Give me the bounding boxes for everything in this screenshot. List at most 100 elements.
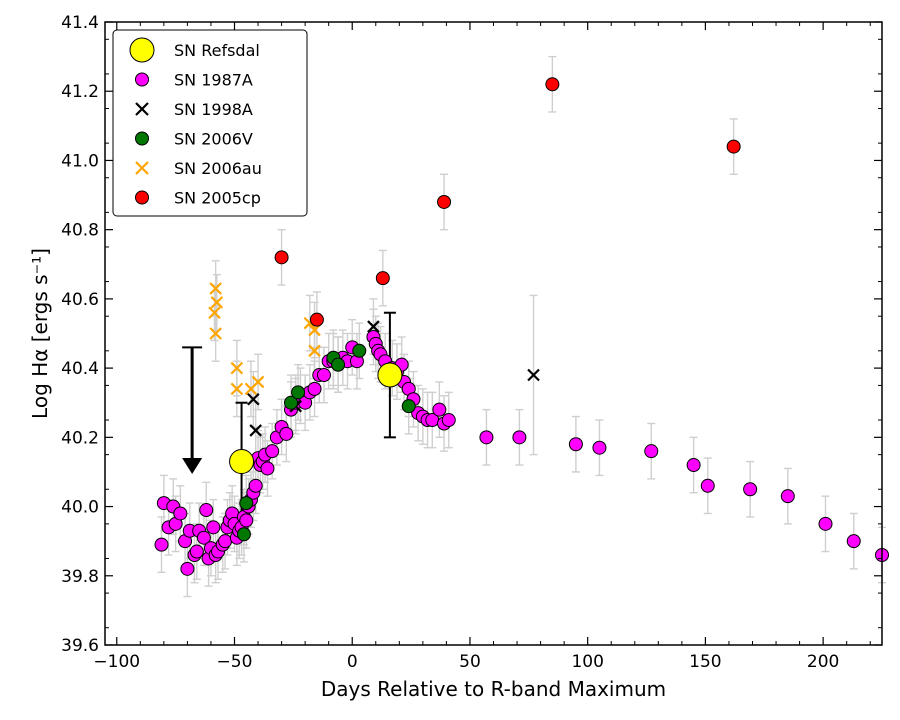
sn-2006v-point <box>236 527 251 542</box>
sn-1998a-point <box>367 320 380 333</box>
x-axis-label: Days Relative to R-band Maximum <box>321 677 666 701</box>
y-tick-label: 40.8 <box>61 221 99 241</box>
legend-marker-sn-2006au-stroke-b <box>135 161 149 175</box>
sn-2006v-point <box>284 395 299 410</box>
legend-label-sn-1987a: SN 1987A <box>174 71 253 90</box>
sn-2006au-point <box>230 382 244 396</box>
sn-1987a-point <box>206 520 221 535</box>
sn-1987a-point <box>568 437 583 452</box>
sn-1998a-point <box>527 368 540 382</box>
sn-1987a-point <box>432 402 447 417</box>
sn-1998a-point <box>249 424 262 437</box>
sn-1987a-point <box>316 368 331 383</box>
sn-2006au-point-stroke-b <box>209 327 222 340</box>
sn-1987a-point <box>512 430 527 445</box>
sn-2006au-point-stroke-b <box>230 361 244 375</box>
sn-2006au-point <box>208 306 221 320</box>
sn-2005cp-point <box>274 250 289 265</box>
x-tick-label: 100 <box>571 652 603 672</box>
x-tick-label: 0 <box>347 652 358 672</box>
sn-1987a-point <box>199 503 214 518</box>
x-tick-label: −100 <box>93 652 140 672</box>
y-tick-label: 41.4 <box>61 13 99 33</box>
legend-label-sn-refsdal: SN Refsdal <box>174 41 260 60</box>
sn-1987a-point <box>173 506 188 521</box>
sn-1998a-point-stroke-b <box>247 392 260 406</box>
data-points <box>154 77 889 576</box>
y-tick-label: 40.6 <box>61 290 99 310</box>
sn-2006au-point-stroke-b <box>308 344 321 358</box>
sn-2005cp-point <box>375 271 390 286</box>
sn-1987a-point <box>592 440 607 455</box>
sn-2006v-point <box>331 357 346 372</box>
sn-2006au-point <box>251 375 265 389</box>
sn-1987a-point <box>239 513 254 528</box>
legend-marker-sn-1998a <box>135 102 149 116</box>
sn-2006au-point <box>230 361 244 375</box>
sn-1987a-point <box>189 544 204 559</box>
sn-2006au-point-stroke-b <box>209 282 222 295</box>
upper-limit-arrowhead <box>182 457 203 474</box>
sn-1987a-point <box>307 381 322 396</box>
legend-marker-sn-1998a-stroke-b <box>135 102 149 116</box>
sn-1987a-point <box>441 413 456 428</box>
sn-2005cp-point <box>437 194 452 209</box>
y-tick-label: 40.0 <box>61 498 99 518</box>
sn-1987a-point <box>644 444 659 459</box>
sn-1998a-point <box>247 392 260 406</box>
legend-label-sn-2006au: SN 2006au <box>174 159 262 178</box>
sn-1987a-point <box>196 530 211 545</box>
sn-1987a-point <box>218 534 233 549</box>
upper-limit-annotation <box>182 346 203 474</box>
sn-2005cp-point <box>545 77 560 92</box>
sn-1987a-point <box>265 444 280 459</box>
x-tick-label: 200 <box>807 652 839 672</box>
y-tick-label: 40.2 <box>61 428 99 448</box>
y-tick-label: 41.2 <box>61 82 99 102</box>
legend-label-sn-1998a: SN 1998A <box>174 100 253 119</box>
sn-2006au-point-stroke-b <box>208 306 221 320</box>
sn-2006au-point <box>209 282 222 295</box>
legend-label-sn-2006v: SN 2006V <box>174 130 253 149</box>
sn-2006au-point-stroke-b <box>230 382 244 396</box>
y-axis-label: Log Hα [ergs s⁻¹] <box>28 248 52 419</box>
sn-1987a-point <box>248 478 263 493</box>
sn-2005cp-point <box>309 312 324 327</box>
legend-marker-sn-1987a <box>135 72 149 87</box>
x-tick-label: 50 <box>459 652 481 672</box>
sn-1987a-point <box>279 426 294 441</box>
sn-1987a-point <box>700 478 715 493</box>
sn-1987a-point <box>154 537 169 552</box>
x-tick-label: −50 <box>217 652 253 672</box>
sn-2006au-point <box>308 344 321 358</box>
y-tick-label: 39.6 <box>61 636 99 656</box>
y-tick-label: 41.0 <box>61 151 99 171</box>
sn-1987a-point <box>686 458 701 473</box>
sn-1987a-point <box>180 561 195 576</box>
legend: SN Refsdal SN 1987A SN 1998A SN 2006V SN 200… <box>112 29 308 217</box>
sn-2006v-point <box>352 343 367 358</box>
legend-label-sn-2005cp: SN 2005cp <box>174 189 261 208</box>
sn-2006au-point <box>209 327 222 340</box>
sn-1998a-point-stroke-b <box>527 368 540 382</box>
y-tick-label: 40.4 <box>61 359 99 379</box>
sn-2006v-point <box>291 385 306 400</box>
sn-1998a-point-stroke-b <box>367 320 380 333</box>
sn-1987a-point <box>818 516 833 531</box>
sn-2005cp-point <box>726 139 741 154</box>
sn-2006au-point <box>210 296 224 309</box>
sn-1987a-point <box>780 489 795 504</box>
sn-1987a-point <box>260 461 275 476</box>
sn-1998a-point-stroke-b <box>249 424 262 437</box>
sn-1987a-point <box>846 534 861 549</box>
legend-marker-sn-refsdal <box>129 37 155 63</box>
sn-2006au-point-stroke-b <box>210 296 224 309</box>
axis-ticks: −100 −50 0 50 100 150 200 39.6 39.8 40.0 40.2 40.4 4… <box>61 13 882 672</box>
legend-marker-sn-2005cp <box>135 190 149 205</box>
legend-marker-sn-2006v <box>135 131 149 146</box>
legend-box <box>112 29 308 217</box>
sn-refsdal-point <box>377 362 403 388</box>
sn-2006v-point <box>239 496 254 511</box>
x-tick-label: 150 <box>689 652 721 672</box>
